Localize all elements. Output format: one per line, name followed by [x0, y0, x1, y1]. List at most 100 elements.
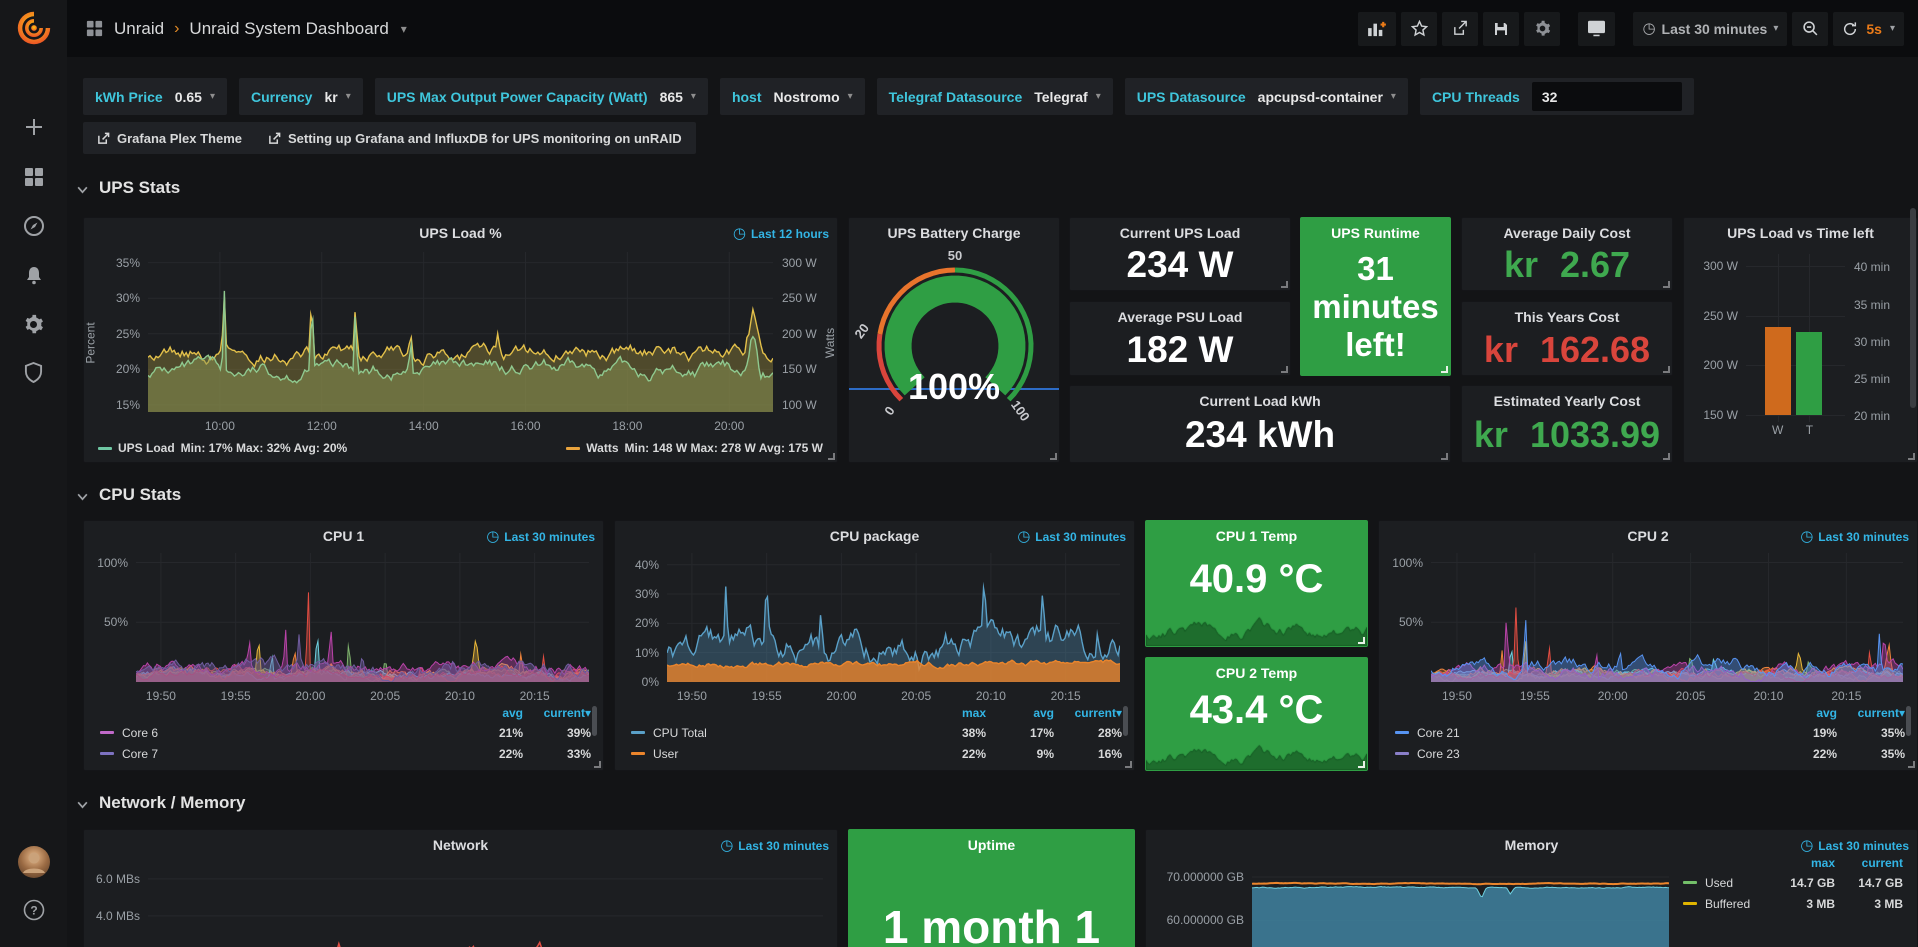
- chevron-down-icon[interactable]: ▾: [1095, 91, 1101, 102]
- zoom-out-button[interactable]: [1792, 11, 1829, 46]
- legend-column-header[interactable]: current▾: [543, 706, 591, 720]
- panel-title[interactable]: UPS Load vs Time left: [1727, 225, 1874, 241]
- series-color-swatch[interactable]: [1395, 731, 1409, 734]
- legend-column-header[interactable]: max: [961, 706, 986, 720]
- resize-handle[interactable]: [828, 453, 835, 460]
- dashboards-icon[interactable]: [0, 157, 67, 197]
- chevron-down-icon[interactable]: ▾: [209, 91, 215, 102]
- legend-scrollbar[interactable]: [1123, 706, 1128, 736]
- dashboard-link[interactable]: Grafana Plex Theme: [97, 131, 242, 146]
- admin-shield-icon[interactable]: [0, 352, 67, 392]
- chevron-down-icon[interactable]: ▾: [1390, 91, 1396, 102]
- panel-timerange[interactable]: ◷ Last 30 minutes: [1800, 528, 1909, 545]
- legend-column-header[interactable]: avg: [502, 706, 523, 720]
- resize-handle[interactable]: [1125, 761, 1132, 768]
- variable-value[interactable]: Nostromo: [773, 88, 840, 105]
- variable-value[interactable]: 0.65: [174, 88, 202, 105]
- panel-title[interactable]: CPU package: [829, 528, 920, 544]
- resize-handle[interactable]: [1050, 453, 1057, 460]
- section-network-memory[interactable]: Network / Memory: [76, 793, 245, 813]
- refresh-interval-label[interactable]: 5s: [1866, 20, 1882, 37]
- resize-handle[interactable]: [1441, 366, 1448, 373]
- legend-column-header[interactable]: current▾: [1857, 706, 1905, 720]
- legend-column-header[interactable]: current: [1861, 856, 1903, 870]
- legend-item[interactable]: UPS Load Min: 17% Max: 32% Avg: 20%: [98, 441, 347, 455]
- breadcrumb-app[interactable]: Unraid: [114, 18, 165, 38]
- panel-title[interactable]: Current UPS Load: [1119, 225, 1241, 241]
- page-title[interactable]: Unraid System Dashboard: [189, 18, 389, 38]
- panel-timerange[interactable]: ◷ Last 30 minutes: [720, 837, 829, 854]
- panel-title[interactable]: Current Load kWh: [1199, 393, 1321, 409]
- resize-handle[interactable]: [1441, 453, 1448, 460]
- legend-column-header[interactable]: max: [1810, 856, 1835, 870]
- cpu1-chart[interactable]: 100% 50% 19:50 19:55 20:00 20:05 20:10 20:15: [97, 553, 589, 703]
- panel-timerange[interactable]: ◷ Last 30 minutes: [1017, 528, 1126, 545]
- bar-T[interactable]: [1796, 332, 1823, 416]
- panel-title[interactable]: CPU 2 Temp: [1215, 665, 1298, 681]
- star-button[interactable]: [1401, 11, 1438, 46]
- variable-value[interactable]: 865: [659, 88, 683, 105]
- alerting-bell-icon[interactable]: [0, 255, 67, 295]
- series-label[interactable]: User: [653, 746, 679, 761]
- panel-timerange[interactable]: ◷ Last 30 minutes: [486, 528, 595, 545]
- variable-value[interactable]: kr: [324, 88, 338, 105]
- panel-title[interactable]: Uptime: [967, 837, 1016, 853]
- resize-handle[interactable]: [1358, 761, 1365, 768]
- configuration-gear-icon[interactable]: [0, 304, 67, 344]
- panel-title[interactable]: Network: [432, 837, 489, 853]
- resize-handle[interactable]: [1663, 453, 1670, 460]
- series-label[interactable]: Buffered: [1705, 896, 1751, 911]
- legend-scrollbar[interactable]: [592, 706, 597, 736]
- resize-handle[interactable]: [1908, 453, 1915, 460]
- cpu-package-chart[interactable]: 40% 30% 20% 10% 0% 19:50 19:55 20:00 20:05 20:10 2…: [635, 553, 1120, 703]
- cpu2-chart[interactable]: 100% 50% 19:50 19:55 20:00 20:05 20:10 20:15: [1392, 553, 1903, 703]
- series-color-swatch[interactable]: [631, 731, 645, 734]
- legend-scrollbar[interactable]: [1906, 706, 1911, 736]
- resize-handle[interactable]: [1908, 761, 1915, 768]
- resize-handle[interactable]: [1281, 281, 1288, 288]
- series-label[interactable]: CPU Total: [653, 725, 707, 740]
- explore-compass-icon[interactable]: [0, 206, 67, 246]
- series-label[interactable]: Core 7: [122, 746, 159, 761]
- panel-title[interactable]: Average Daily Cost: [1503, 225, 1631, 241]
- resize-handle[interactable]: [1281, 366, 1288, 373]
- variable-input[interactable]: [1531, 82, 1682, 111]
- ups-load-chart[interactable]: 35% 30% 25% 20% 15% 300 W 250 W 200 W 150 W 100 W…: [116, 252, 817, 433]
- legend-column-header[interactable]: avg: [1816, 706, 1837, 720]
- battery-gauge[interactable]: 0 20 50 100: [849, 242, 1059, 442]
- save-button[interactable]: [1483, 11, 1520, 46]
- section-cpu-stats[interactable]: CPU Stats: [76, 485, 181, 505]
- title-caret-icon[interactable]: ▾: [400, 21, 407, 36]
- panel-timerange[interactable]: ◷ Last 30 minutes: [1800, 837, 1909, 854]
- series-color-swatch[interactable]: [1395, 752, 1409, 755]
- series-label[interactable]: Used: [1705, 875, 1734, 890]
- tv-mode-button[interactable]: [1578, 11, 1616, 46]
- resize-handle[interactable]: [1663, 366, 1670, 373]
- network-chart[interactable]: 6.0 MBs 4.0 MBs 2.0 MBs: [96, 864, 823, 947]
- series-color-swatch[interactable]: [1683, 902, 1697, 905]
- dashboard-link[interactable]: Setting up Grafana and InfluxDB for UPS …: [268, 131, 682, 146]
- refresh-caret-icon[interactable]: ▾: [1889, 23, 1895, 34]
- panel-title[interactable]: CPU 1 Temp: [1215, 528, 1298, 544]
- section-ups-stats[interactable]: UPS Stats: [76, 178, 180, 198]
- settings-button[interactable]: [1524, 11, 1561, 46]
- legend-column-header[interactable]: avg: [1033, 706, 1054, 720]
- help-icon[interactable]: ?: [0, 890, 67, 930]
- time-range-picker[interactable]: ◷ Last 30 minutes ▾: [1633, 11, 1788, 46]
- refresh-button[interactable]: 5s ▾: [1833, 11, 1904, 46]
- page-scrollbar[interactable]: [1910, 208, 1916, 408]
- apps-grid-icon[interactable]: [85, 19, 104, 38]
- variable-value[interactable]: apcupsd-container: [1257, 88, 1383, 105]
- panel-title[interactable]: This Years Cost: [1514, 309, 1620, 325]
- legend-column-header[interactable]: current▾: [1074, 706, 1122, 720]
- panel-title[interactable]: Average PSU Load: [1117, 309, 1243, 325]
- panel-timerange[interactable]: ◷ Last 12 hours: [732, 225, 829, 242]
- series-color-swatch[interactable]: [100, 731, 114, 734]
- panel-title[interactable]: CPU 1: [322, 528, 365, 544]
- load-vs-time-chart[interactable]: 300 W 250 W 200 W 150 W 40 min 35 min 30 min 25…: [1703, 254, 1890, 437]
- series-label[interactable]: Core 21: [1417, 725, 1460, 740]
- chevron-down-icon[interactable]: ▾: [690, 91, 696, 102]
- add-icon[interactable]: [0, 107, 67, 147]
- panel-title[interactable]: UPS Load %: [419, 225, 502, 241]
